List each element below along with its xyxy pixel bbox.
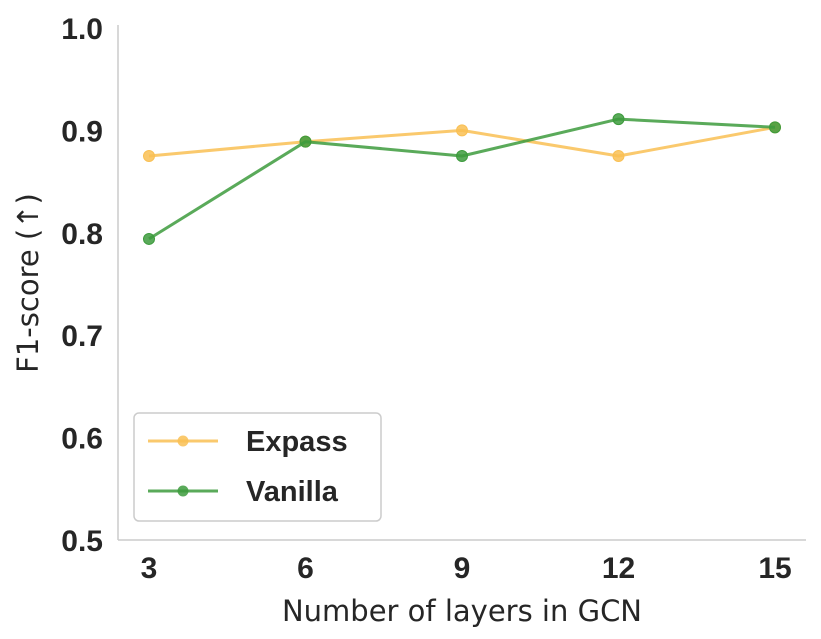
x-tick-label: 9	[454, 552, 471, 585]
y-axis-label: F1-score (↑)	[11, 193, 45, 373]
axes	[117, 25, 806, 541]
data-point	[456, 124, 468, 137]
data-point	[612, 150, 625, 162]
data-point	[143, 150, 155, 162]
series-expass	[143, 121, 781, 162]
y-tick-label: 0.8	[61, 218, 103, 251]
y-tick-label: 0.6	[61, 423, 103, 456]
series-line	[148, 117, 776, 241]
legend-marker	[177, 485, 189, 497]
data-point	[299, 135, 312, 148]
x-tick-label: 3	[141, 552, 158, 585]
legend-marker	[177, 435, 189, 447]
y-tick-label: 0.5	[61, 525, 103, 558]
legend: Expass Vanilla	[133, 412, 382, 522]
x-tick-labels: 3 6 9 12 15	[141, 552, 792, 585]
x-tick-label: 6	[297, 552, 314, 585]
x-tick-label: 12	[602, 552, 635, 585]
y-tick-label: 0.9	[61, 115, 103, 148]
data-point	[456, 150, 468, 162]
y-tick-label: 0.7	[61, 320, 103, 353]
x-axis-label: Number of layers in GCN	[282, 594, 642, 628]
x-tick-label: 15	[758, 552, 791, 585]
data-point	[769, 121, 781, 134]
series-vanilla	[143, 113, 781, 245]
legend-label: Expass	[246, 426, 348, 458]
data-point	[612, 113, 625, 126]
y-tick-label: 1.0	[61, 13, 103, 46]
series-layer	[143, 113, 781, 245]
data-point	[143, 232, 155, 245]
y-tick-labels: 0.5 0.6 0.7 0.8 0.9 1.0	[61, 13, 103, 558]
legend-label: Vanilla	[246, 476, 339, 508]
